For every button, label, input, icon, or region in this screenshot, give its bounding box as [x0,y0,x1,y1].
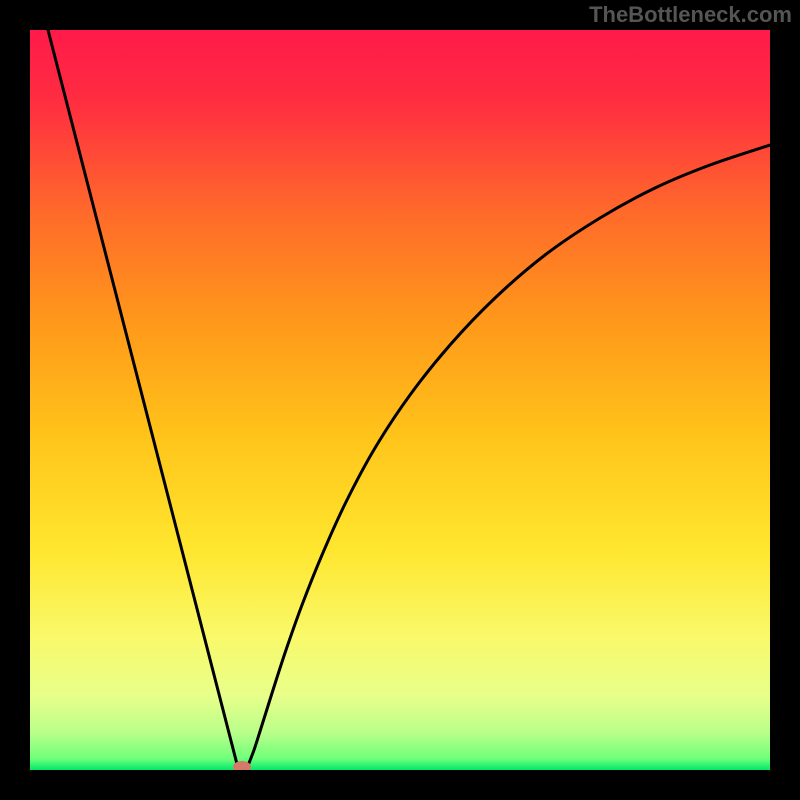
gradient-background [30,30,770,770]
watermark-text: TheBottleneck.com [589,2,792,28]
plot-area [30,30,770,770]
chart-container: TheBottleneck.com [0,0,800,800]
